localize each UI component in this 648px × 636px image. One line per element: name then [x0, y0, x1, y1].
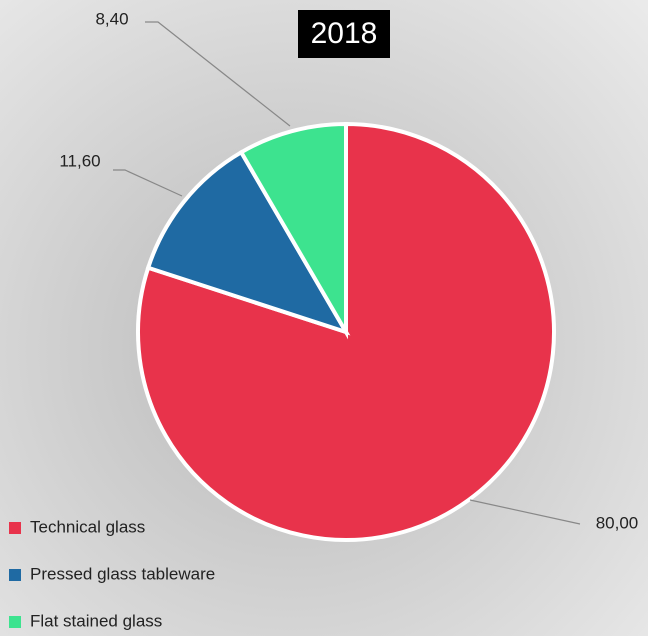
legend-marker [9, 569, 21, 581]
chart-title: 2018 [311, 17, 378, 50]
legend-label: Flat stained glass [30, 611, 162, 630]
legend-label: Technical glass [30, 517, 145, 536]
legend-marker [9, 522, 21, 534]
data-label: 8,40 [95, 9, 128, 28]
legend-marker [9, 616, 21, 628]
chart: 2018 80,00 11,60 8,40 Technical glass Pre… [0, 0, 648, 636]
legend-label: Pressed glass tableware [30, 564, 215, 583]
data-label: 11,60 [59, 151, 100, 170]
pie [138, 124, 554, 540]
data-label: 80,00 [596, 513, 639, 532]
page: {"chart_data": {"type": "pie", "title": … [0, 0, 648, 636]
